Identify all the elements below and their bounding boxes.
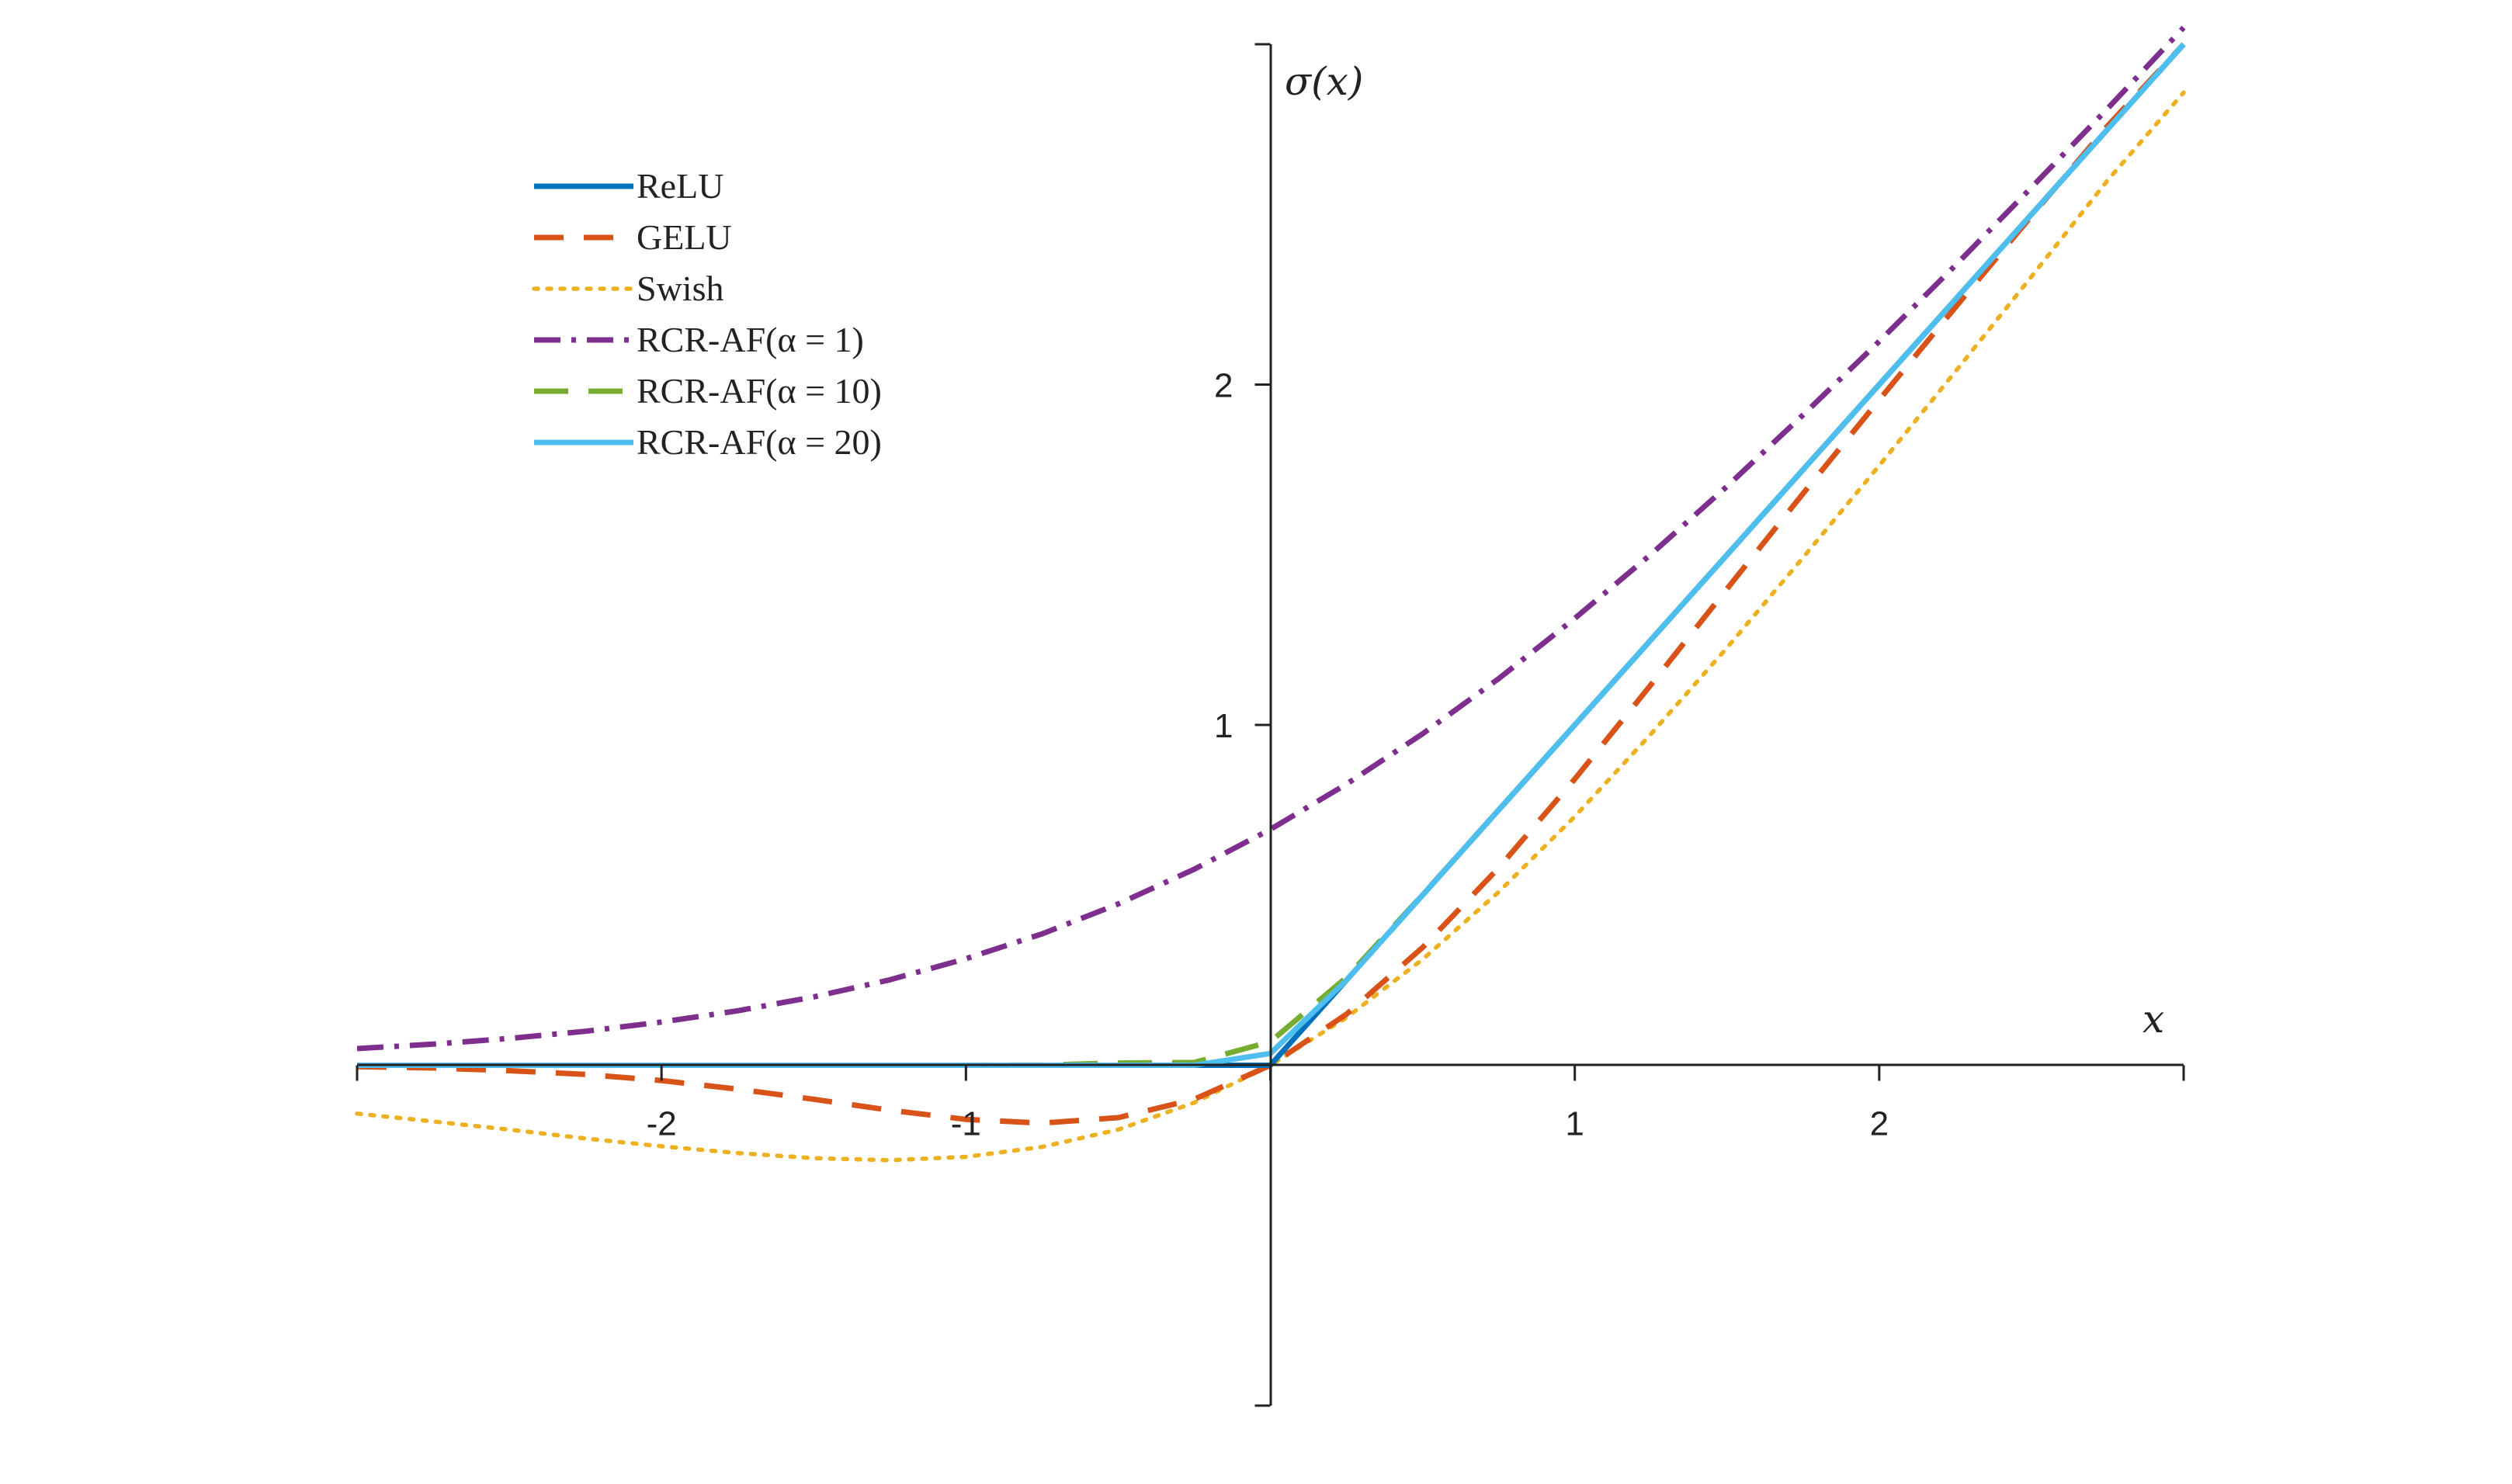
legend-item: RCR-AF(α = 1) — [534, 320, 864, 359]
legend-label: ReLU — [637, 166, 723, 206]
legend-item: Swish — [532, 269, 723, 308]
x-tick-label: -2 — [647, 1105, 677, 1143]
series-line-swish — [355, 90, 2186, 1163]
x-axis-title: x — [2142, 997, 2164, 1042]
y-tick-label: 1 — [1214, 707, 1233, 745]
legend-label: RCR-AF(α = 1) — [637, 320, 864, 359]
legend-item: RCR-AF(α = 20) — [534, 422, 882, 462]
y-axis-title: σ(x) — [1285, 59, 1363, 104]
x-tick-label: 2 — [1870, 1105, 1889, 1143]
legend-item: GELU — [534, 217, 732, 257]
tick-layer: -2 -1 1 2 1 2 — [356, 43, 2185, 1407]
legend-item: RCR-AF(α = 10) — [534, 371, 882, 411]
legend-item: ReLU — [534, 166, 723, 206]
legend-label: GELU — [637, 217, 732, 257]
x-tick-label: -1 — [951, 1105, 981, 1143]
legend-label: Swish — [637, 269, 723, 308]
legend-label: RCR-AF(α = 10) — [637, 371, 882, 411]
axes-layer — [357, 44, 2184, 1406]
y-tick-label: 2 — [1214, 367, 1233, 405]
legend: ReLU GELU Swish RCR-AF(α = 1) RCR-AF(α = 10)… — [532, 166, 882, 462]
legend-label: RCR-AF(α = 20) — [637, 422, 882, 462]
series-line-rcr-af-1 — [356, 26, 2186, 1052]
x-tick-label: 1 — [1565, 1105, 1584, 1143]
